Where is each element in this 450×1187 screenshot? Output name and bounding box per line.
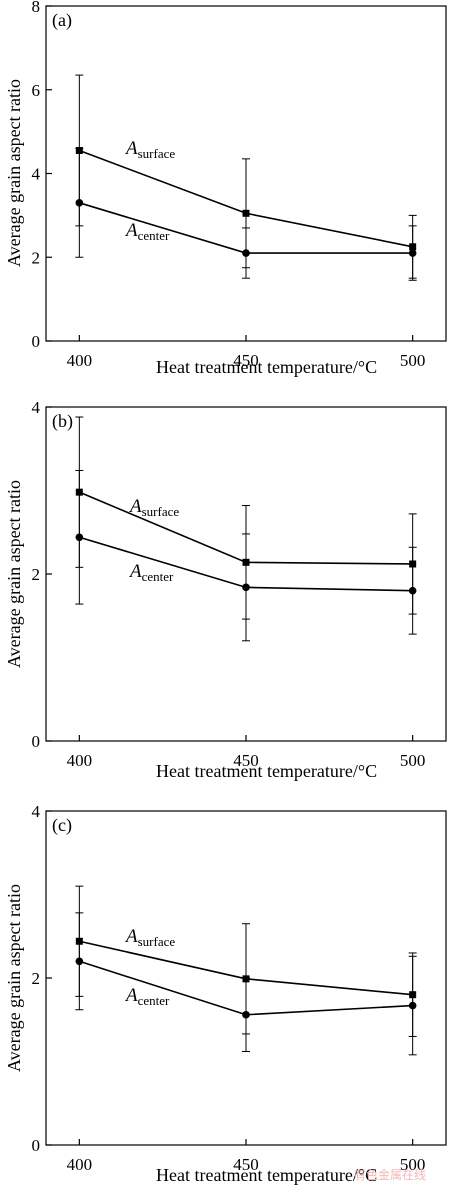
x-tick-label: 500 <box>400 751 426 770</box>
circle-marker <box>408 1001 417 1010</box>
circle-marker <box>75 957 84 966</box>
circle-marker <box>242 1010 250 1019</box>
series-label-subscript: center <box>138 993 170 1008</box>
x-axis-label: Heat treatment temperature/°C <box>156 357 377 377</box>
y-tick-label: 0 <box>32 1136 41 1155</box>
y-tick-label: 4 <box>32 802 41 821</box>
circle-marker <box>75 199 84 207</box>
x-tick-label: 450 <box>233 351 259 370</box>
y-tick-label: 4 <box>32 398 41 417</box>
chart-panel-3: 0 2 4 400 450 500 Heat treatment temperature/°… <box>4 802 447 1185</box>
y-tick-label: 2 <box>32 248 41 267</box>
panel-label: (b) <box>52 411 73 432</box>
x-tick-label: 400 <box>67 351 93 370</box>
panel-label: (a) <box>52 10 72 31</box>
x-axis-label: Heat treatment temperature/°C <box>156 761 377 781</box>
circle-marker <box>408 249 417 257</box>
x-tick-label: 500 <box>400 351 426 370</box>
series-label: Asurface <box>124 138 175 161</box>
y-tick-label: 0 <box>32 332 41 351</box>
x-tick-label: 400 <box>67 751 93 770</box>
x-tick-label: 450 <box>233 1155 259 1174</box>
y-tick-label: 2 <box>32 565 41 584</box>
series-label-subscript: center <box>138 228 170 243</box>
y-tick-label: 0 <box>32 732 41 751</box>
series-label-subscript: surface <box>138 146 176 161</box>
chart-panel-1: 0 2 4 6 8 400 450 500 Heat treatment temperature… <box>4 0 447 377</box>
panel-label: (c) <box>52 815 72 836</box>
circle-marker <box>408 586 417 595</box>
y-axis-label: Average grain aspect ratio <box>4 884 24 1072</box>
series-label: Asurface <box>124 926 175 949</box>
circle-marker <box>75 533 84 542</box>
y-tick-label: 2 <box>32 969 41 988</box>
y-axis-label: Average grain aspect ratio <box>4 480 24 668</box>
x-axis-label: Heat treatment temperature/°C <box>156 1165 377 1185</box>
y-axis-label: Average grain aspect ratio <box>4 79 24 267</box>
y-tick-label: 6 <box>32 81 41 100</box>
series-label-subscript: center <box>142 569 174 584</box>
x-tick-label: 400 <box>67 1155 93 1174</box>
x-tick-label: 500 <box>400 1155 426 1174</box>
y-tick-label: 8 <box>32 0 41 16</box>
series-label-subscript: surface <box>138 934 176 949</box>
y-tick-label: 4 <box>32 165 41 184</box>
circle-marker <box>242 249 250 257</box>
series-label: Asurface <box>128 496 179 519</box>
square-marker <box>242 209 250 217</box>
x-tick-label: 450 <box>233 751 259 770</box>
circle-marker <box>242 583 250 592</box>
watermark-text: 有色金属在线 <box>354 1168 427 1182</box>
series-label-subscript: surface <box>142 504 180 519</box>
chart-panel-2: 0 2 4 400 450 500 Heat treatment temperature/°… <box>4 398 447 781</box>
series-center: Acenter <box>75 469 417 642</box>
